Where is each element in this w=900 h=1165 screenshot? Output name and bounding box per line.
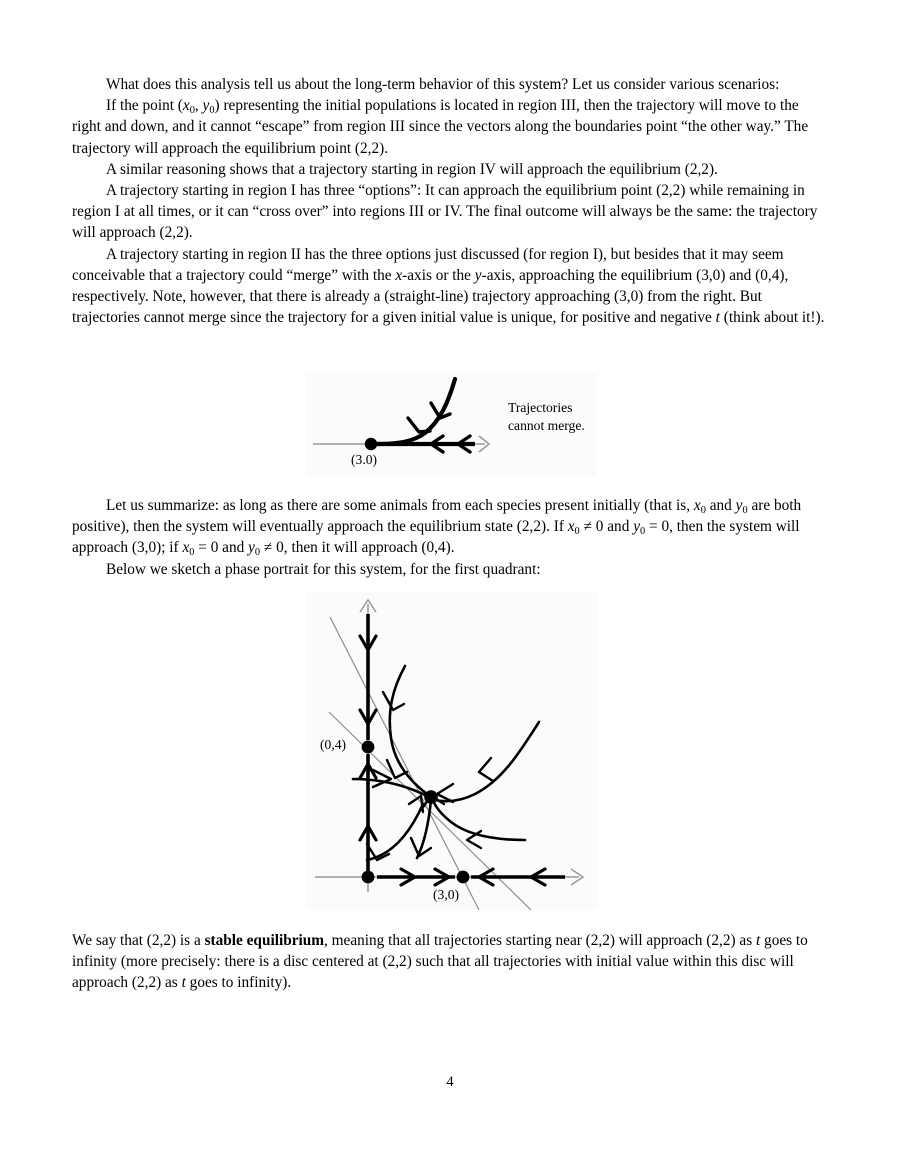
merge-caption-line-2: cannot merge. — [508, 418, 585, 433]
x-outer-flow-arrow-1-icon — [477, 867, 495, 887]
page-number: 4 — [446, 1074, 454, 1090]
trajectory-lower-right — [431, 798, 527, 842]
trajectory-lower-right-arrow-1-icon — [465, 829, 483, 850]
y-upper-flow-arrow-1-icon — [358, 634, 378, 652]
x-inner-flow-arrow-1-icon — [399, 867, 417, 887]
axis-flow-arrow-2-icon — [456, 434, 472, 454]
paragraph-2: If the point (x0, y0) representing the i… — [72, 97, 809, 157]
paragraph-4: A trajectory starting in region I has th… — [72, 182, 818, 242]
trajectory-upper-left — [388, 664, 429, 796]
y-lower-flow-arrow-1-icon — [358, 762, 378, 780]
nullcline-line-1 — [329, 616, 480, 910]
x-inner-flow-arrow-2-icon — [433, 867, 451, 887]
trajectory-below-equilibrium-arrow-icon — [409, 836, 433, 858]
x-axis-arrow-icon — [570, 868, 585, 886]
merge-caption: Trajectories cannot merge. — [508, 399, 585, 435]
curve-flow-arrow-1-icon — [429, 401, 452, 420]
trajectory-lower-left-arrow-1-icon — [365, 842, 391, 862]
merge-caption-line-1: Trajectories — [508, 400, 573, 415]
phase-label-3-0: (3,0) — [433, 887, 460, 902]
trajectory-upper-left-arrow-icon — [381, 690, 406, 712]
phase-portrait-svg — [315, 598, 585, 910]
paragraph-5: A trajectory starting in region II has t… — [72, 245, 825, 327]
axis-flow-arrow-1-icon — [429, 434, 445, 454]
figure-phase-portrait: (0,4) (3,0) — [307, 592, 597, 910]
paragraph-6: Let us summarize: as long as there are s… — [72, 497, 802, 559]
equilibrium-dot-2-2 — [424, 790, 438, 804]
body-text-middle: Let us summarize: as long as there are s… — [72, 495, 828, 580]
paragraph-7: Below we sketch a phase portrait for thi… — [106, 560, 541, 578]
trajectory-lower-left-arrow-2-icon — [407, 794, 425, 814]
curve-flow-arrow-2-icon — [406, 416, 432, 434]
trajectory-right-upper — [433, 720, 541, 803]
trajectory-right-upper-arrow-1-icon — [477, 756, 495, 783]
trajectory-upper-left-arrow-2-icon — [385, 758, 409, 780]
trajectory-lower-left — [365, 802, 425, 862]
y-axis-arrow-icon — [359, 598, 377, 613]
paragraph-8: We say that (2,2) is a stable equilibriu… — [72, 932, 808, 992]
body-text-top: What does this analysis tell us about th… — [72, 74, 828, 328]
equilibrium-dot-0-4 — [361, 740, 375, 754]
x-axis-arrow-icon — [478, 435, 491, 453]
equilibrium-dot-3-0 — [456, 870, 470, 884]
y-upper-flow-arrow-2-icon — [358, 708, 378, 726]
equilibrium-dot-origin — [361, 870, 375, 884]
y-lower-flow-arrow-2-icon — [358, 824, 378, 842]
x-outer-flow-arrow-2-icon — [529, 867, 547, 887]
paragraph-1: What does this analysis tell us about th… — [106, 76, 780, 93]
trajectory-right-upper-arrow-2-icon — [435, 782, 455, 804]
trajectory-left-horizontal — [351, 777, 429, 798]
figure-trajectories-cannot-merge: (3.0) Trajectories cannot merge. — [307, 373, 596, 477]
phase-label-0-4: (0,4) — [320, 737, 347, 752]
body-text-bottom: We say that (2,2) is a stable equilibriu… — [72, 930, 828, 994]
curved-trajectory — [374, 376, 458, 447]
trajectory-left-horizontal-arrow-icon — [371, 768, 393, 789]
merge-diagram-svg — [313, 376, 491, 454]
merge-axis-point-label: (3.0) — [351, 452, 378, 467]
paragraph-3: A similar reasoning shows that a traject… — [106, 160, 718, 178]
equilibrium-dot-3-0 — [364, 437, 378, 451]
